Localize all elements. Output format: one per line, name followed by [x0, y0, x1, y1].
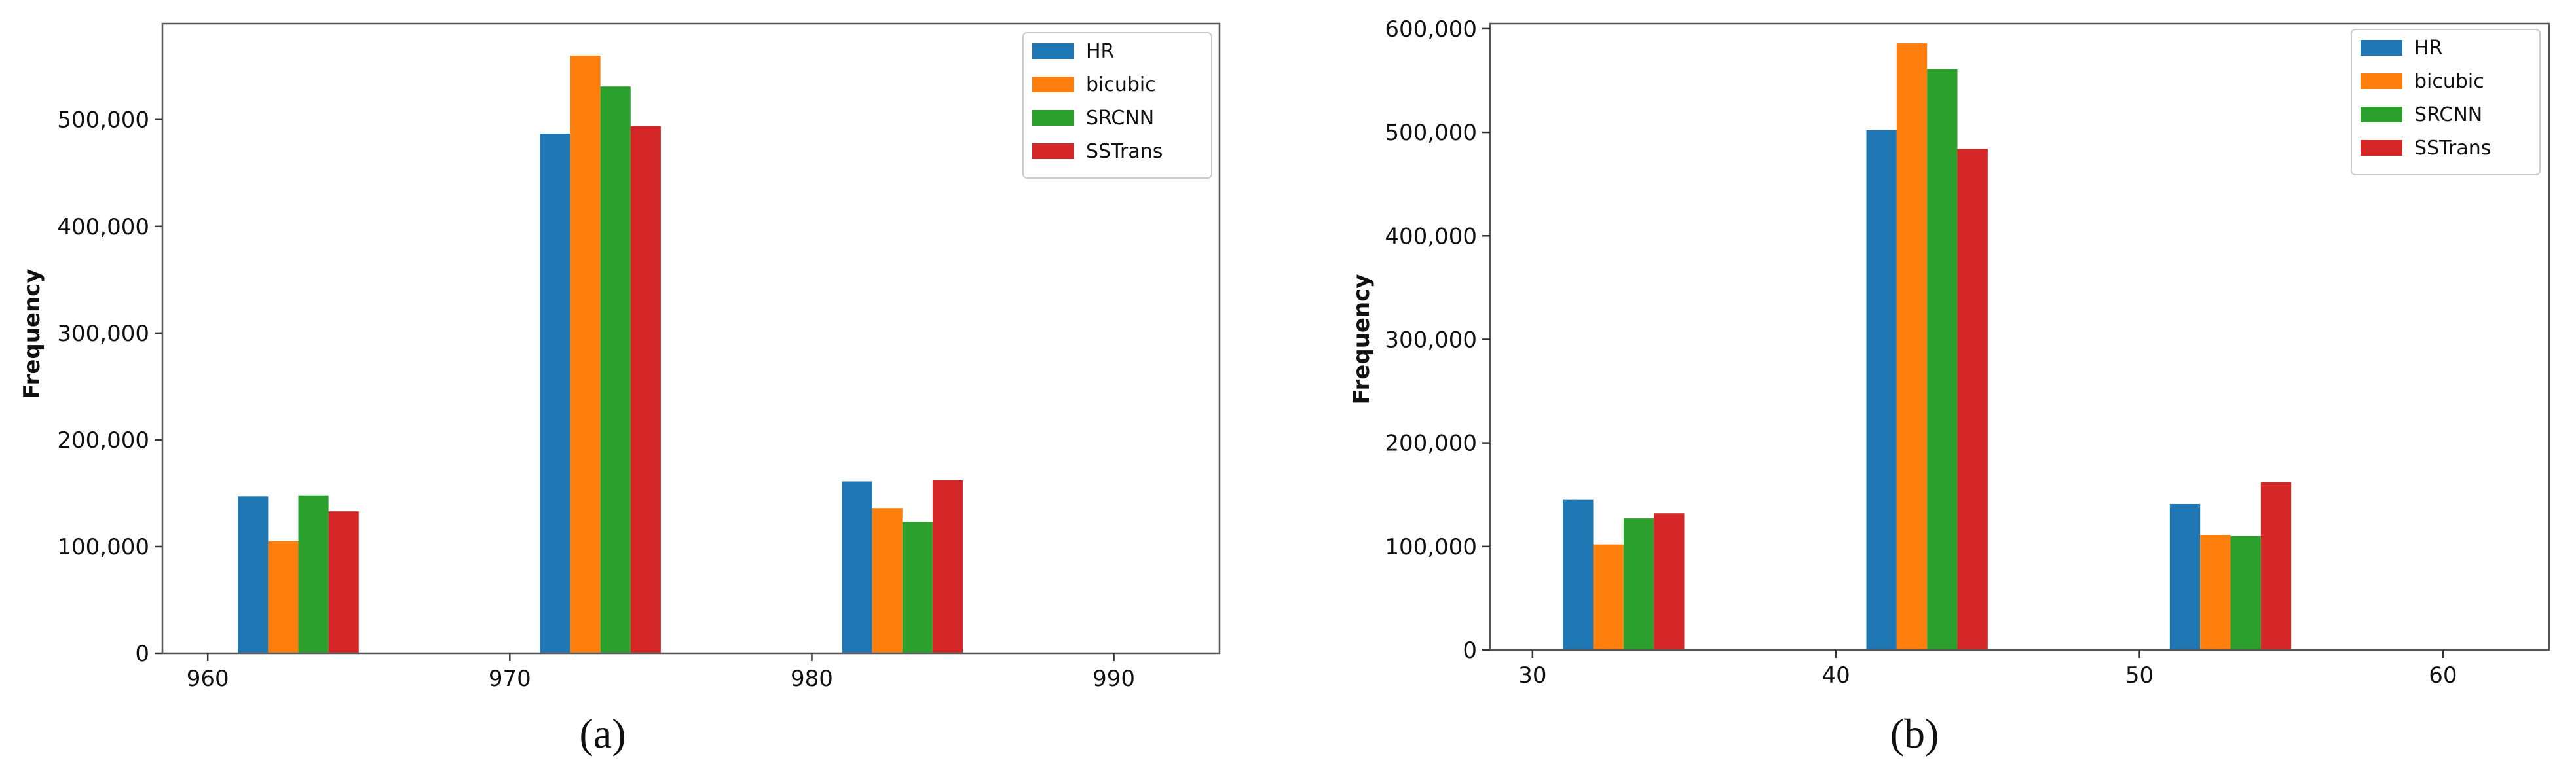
- legend-label-srcnn: SRCNN: [1086, 107, 1154, 130]
- bar-sstrans-2: [2260, 482, 2292, 650]
- legend-box: [1022, 32, 1212, 179]
- bar-srcnn-0: [298, 495, 329, 653]
- y-tick-label: 300,000: [1385, 327, 1477, 353]
- legend-label-bicubic: bicubic: [1086, 73, 1156, 96]
- y-tick-label: 400,000: [57, 214, 149, 240]
- x-tick-label: 970: [489, 666, 531, 692]
- plot-frame: [161, 22, 1221, 655]
- legend-swatch-sstrans: [2361, 140, 2402, 156]
- y-axis-label: Frequency: [19, 268, 45, 399]
- bar-sstrans-0: [328, 511, 359, 653]
- y-tick-label: 300,000: [57, 321, 149, 347]
- y-tick-label: 500,000: [1385, 120, 1477, 146]
- bar-sstrans-1: [1957, 149, 1988, 650]
- bar-sstrans-2: [932, 480, 963, 653]
- bar-srcnn-1: [600, 86, 631, 653]
- x-tick-label: 980: [791, 666, 833, 692]
- bar-hr-1: [1866, 130, 1897, 651]
- y-tick-label: 200,000: [57, 427, 149, 454]
- y-tick-label: 0: [135, 641, 149, 667]
- x-tick-label: 40: [1822, 662, 1850, 689]
- legend-swatch-srcnn: [1032, 110, 1074, 126]
- legend-swatch-hr: [2361, 40, 2402, 56]
- y-tick-label: 0: [1463, 638, 1477, 664]
- legend: HR bicubic SRCNN SSTrans: [1022, 32, 1212, 179]
- bar-bicubic-0: [1593, 544, 1624, 650]
- bar-srcnn-2: [2230, 536, 2261, 650]
- bar-bicubic-1: [570, 55, 601, 653]
- y-axis-label: Frequency: [1349, 274, 1375, 404]
- legend-swatch-sstrans: [1032, 143, 1074, 159]
- bar-hr-0: [238, 496, 269, 653]
- y-tick-label: 100,000: [1385, 534, 1477, 560]
- bar-sstrans-0: [1654, 513, 1685, 650]
- legend-swatch-bicubic: [2361, 73, 2402, 89]
- bar-hr-2: [2169, 503, 2201, 650]
- legend: HR bicubic SRCNN SSTrans: [2351, 29, 2541, 175]
- bar-hr-0: [1563, 499, 1594, 650]
- bar-srcnn-1: [1927, 69, 1958, 651]
- x-tick-label: 960: [187, 666, 229, 692]
- x-tick-label: 30: [1518, 662, 1546, 689]
- bar-bicubic-1: [1896, 43, 1928, 650]
- bar-sstrans-1: [630, 126, 661, 653]
- plot-frame: [1489, 22, 2550, 651]
- legend-box: [2351, 29, 2541, 175]
- bar-bicubic-2: [872, 508, 903, 653]
- legend-swatch-bicubic: [1032, 77, 1074, 92]
- legend-label-sstrans: SSTrans: [2414, 137, 2491, 160]
- x-tick-label: 990: [1092, 666, 1135, 692]
- bar-srcnn-2: [902, 522, 933, 653]
- chart-a: 960 970 980 990 0 100,000 200,000 300,000 400,00…: [19, 22, 1221, 757]
- bar-bicubic-2: [2200, 535, 2231, 650]
- figure-caption: (a): [579, 710, 625, 757]
- bar-srcnn-0: [1623, 518, 1654, 650]
- legend-label-srcnn: SRCNN: [2414, 103, 2482, 126]
- legend-label-hr: HR: [1086, 40, 1114, 63]
- y-tick-label: 200,000: [1385, 431, 1477, 457]
- chart-b: 30 40 50 60 0 100,000 200,000 300,000 400,000 500…: [1349, 16, 2550, 757]
- bar-bicubic-0: [268, 541, 299, 653]
- x-tick-label: 60: [2429, 662, 2457, 689]
- legend-swatch-hr: [1032, 43, 1074, 59]
- legend-label-bicubic: bicubic: [2414, 70, 2484, 93]
- bar-hr-1: [540, 133, 570, 653]
- x-tick-label: 50: [2125, 662, 2154, 689]
- legend-label-hr: HR: [2414, 37, 2442, 60]
- legend-label-sstrans: SSTrans: [1086, 140, 1163, 163]
- y-tick-label: 400,000: [1385, 223, 1477, 249]
- y-tick-label: 100,000: [57, 534, 149, 560]
- y-tick-label: 600,000: [1385, 16, 1477, 43]
- figure-caption: (b): [1890, 710, 1939, 757]
- bar-hr-2: [842, 481, 872, 653]
- y-tick-label: 500,000: [57, 107, 149, 134]
- legend-swatch-srcnn: [2361, 107, 2402, 122]
